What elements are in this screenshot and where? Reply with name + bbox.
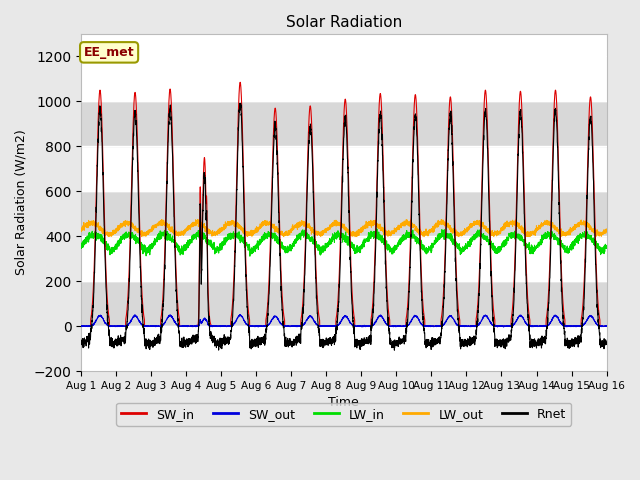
LW_out [602, 227, 610, 233]
Bar [81, 146, 607, 192]
SW_out [324, 324, 332, 329]
LW_in [373, 226, 381, 232]
LW_out [433, 223, 440, 228]
LW_out [194, 216, 202, 222]
SW_in [461, 324, 469, 329]
LW_in [172, 242, 179, 248]
Bar [81, 101, 607, 146]
SW_in [602, 324, 610, 329]
Line: Rnet: Rnet [81, 103, 607, 350]
Bar [81, 236, 607, 281]
SW_in [172, 254, 179, 260]
LW_out [603, 227, 611, 232]
SW_out [433, 323, 440, 329]
Line: LW_out: LW_out [81, 219, 607, 236]
Rnet [324, 338, 332, 344]
Line: SW_out: SW_out [81, 314, 607, 327]
Y-axis label: Solar Radiation (W/m2): Solar Radiation (W/m2) [15, 130, 28, 276]
Rnet [237, 100, 244, 106]
LW_in [246, 253, 253, 259]
Rnet [492, 336, 499, 342]
LW_out [172, 232, 179, 238]
Rnet [172, 268, 179, 274]
SW_in [236, 79, 244, 85]
Text: EE_met: EE_met [84, 46, 134, 59]
Rnet [461, 337, 469, 343]
Bar [81, 192, 607, 236]
SW_in [324, 324, 332, 329]
SW_out [461, 323, 469, 329]
LW_in [492, 244, 499, 250]
Line: LW_in: LW_in [81, 229, 607, 256]
Line: SW_in: SW_in [81, 82, 607, 326]
Rnet [433, 338, 440, 344]
LW_out [324, 227, 332, 232]
Rnet [602, 341, 610, 347]
Rnet [390, 348, 398, 353]
LW_out [492, 231, 499, 237]
LW_in [602, 244, 610, 250]
LW_in [324, 241, 332, 247]
Bar [81, 281, 607, 326]
Rnet [77, 339, 85, 345]
SW_out [77, 324, 85, 329]
SW_out [236, 312, 244, 317]
SW_out [603, 323, 611, 329]
Bar [81, 34, 607, 101]
SW_in [77, 324, 85, 329]
X-axis label: Time: Time [328, 396, 359, 409]
LW_in [433, 239, 440, 244]
SW_in [603, 324, 611, 329]
Legend: SW_in, SW_out, LW_in, LW_out, Rnet: SW_in, SW_out, LW_in, LW_out, Rnet [116, 403, 572, 426]
LW_in [461, 243, 469, 249]
Rnet [603, 339, 611, 345]
SW_out [492, 324, 499, 329]
LW_out [104, 233, 112, 239]
SW_in [433, 324, 440, 329]
SW_out [602, 323, 610, 329]
LW_out [77, 225, 85, 230]
LW_out [461, 228, 469, 234]
LW_in [603, 243, 611, 249]
Bar [81, 326, 607, 371]
SW_out [493, 324, 501, 330]
SW_in [492, 324, 499, 329]
LW_in [77, 241, 85, 247]
Title: Solar Radiation: Solar Radiation [285, 15, 402, 30]
SW_out [172, 320, 179, 326]
